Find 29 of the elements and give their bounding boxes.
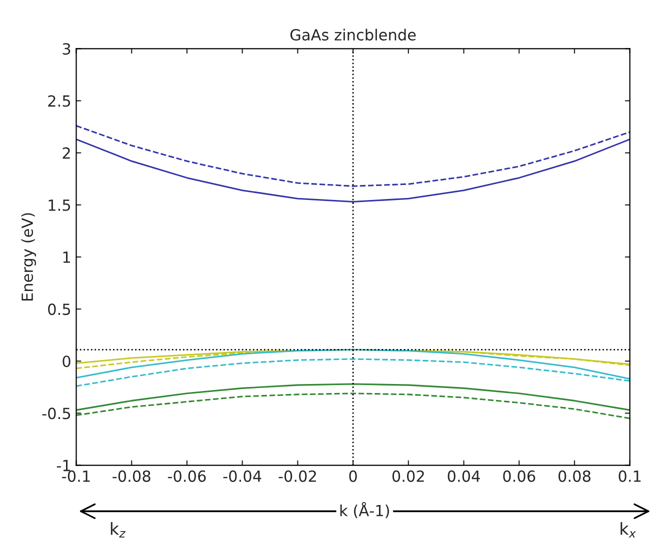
- y-tick-label: 1.5: [48, 200, 70, 211]
- x-axis-title: k (Å-1): [340, 502, 389, 518]
- x-tick-label: -0.1: [62, 470, 90, 482]
- x-tick-label: 0.08: [558, 470, 590, 482]
- y-tick-label: 2: [62, 147, 70, 159]
- x-tick-label: -0.06: [168, 470, 206, 482]
- y-axis-title: Energy (eV): [21, 213, 36, 301]
- y-tick-label: 3: [62, 43, 70, 55]
- x-tick-label: -0.04: [223, 470, 262, 482]
- x-tick-label: 0.04: [448, 470, 480, 482]
- x-tick-label: 0.06: [503, 470, 536, 482]
- y-tick-label: -0.5: [42, 408, 70, 420]
- text: k$_{x}$: [620, 522, 636, 538]
- x-tick-label: 0.02: [392, 470, 424, 482]
- y-tick-label: 2.5: [48, 95, 70, 107]
- line-series: [76, 392, 630, 420]
- chart-title: GaAs zincblende: [290, 28, 416, 41]
- line-series: [76, 383, 630, 411]
- line-series: [76, 124, 630, 187]
- x-tick-label: 0.1: [618, 470, 641, 482]
- y-tick-label: 0: [62, 356, 70, 368]
- x-tick-label: -0.08: [112, 470, 150, 482]
- x-tick-label: -0.02: [278, 470, 316, 482]
- text: k$_{z}$: [110, 522, 126, 538]
- x-tick-label: 0: [349, 470, 357, 482]
- y-tick-label: 0.5: [48, 304, 70, 316]
- y-tick-label: -1: [56, 460, 70, 472]
- line-series: [76, 138, 630, 203]
- y-tick-label: 1: [63, 252, 70, 263]
